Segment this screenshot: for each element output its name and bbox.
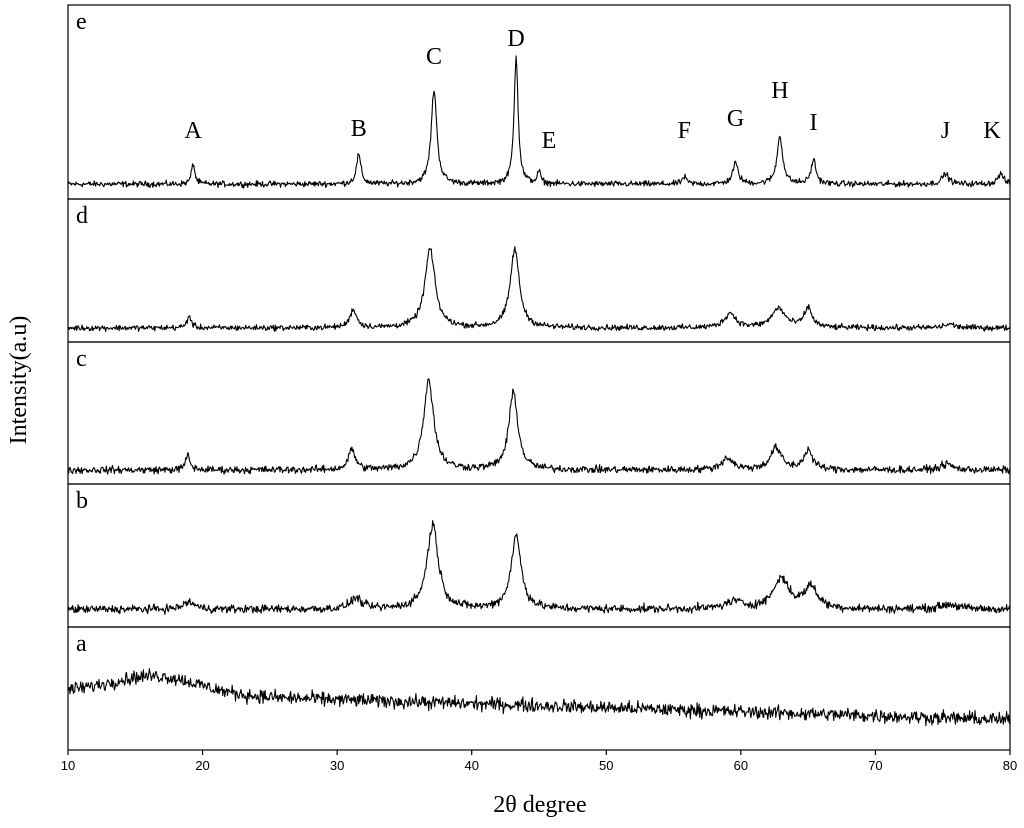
series-line-d	[67, 246, 1011, 333]
x-tick-label-10: 10	[61, 758, 75, 773]
panel-label-a: a	[76, 631, 87, 657]
peak-label-H: H	[771, 78, 788, 104]
panel-b: b	[67, 483, 1011, 628]
x-axis-title: 2θ degree	[493, 792, 586, 818]
x-tick-label-30: 30	[330, 758, 344, 773]
peak-label-A: A	[185, 118, 203, 144]
peak-labels: A B C D E F G HI J K	[185, 26, 1002, 154]
peak-label-K: K	[983, 118, 1001, 144]
series-line-a	[67, 668, 1011, 727]
panel-label-c: c	[76, 346, 87, 372]
panel-a: a	[67, 626, 1011, 751]
peak-label-C: C	[426, 44, 442, 70]
peak-label-D: D	[507, 26, 524, 52]
peak-label-B: B	[351, 116, 367, 142]
peak-label-J: J	[941, 118, 950, 144]
series-line-c	[67, 378, 1010, 475]
panel-label-e: e	[76, 9, 87, 35]
chart-panels: e d c b a	[67, 4, 1011, 751]
panel-e: e	[67, 4, 1011, 200]
peak-label-G: G	[727, 106, 744, 132]
x-tick-label-40: 40	[464, 758, 478, 773]
x-tick-label-60: 60	[734, 758, 748, 773]
panel-frame-c	[67, 341, 1011, 485]
panel-label-b: b	[76, 488, 88, 514]
x-tick-label-80: 80	[1003, 758, 1017, 773]
x-axis: 10 20 30 40 50 60 70 80	[61, 750, 1017, 773]
series-line-b	[67, 520, 1011, 615]
panel-frame-a	[67, 626, 1011, 751]
panel-frame-b	[67, 483, 1011, 628]
y-axis-title: Intensity(a.u)	[6, 316, 32, 445]
peak-label-I: I	[810, 110, 818, 136]
series-line-e	[67, 55, 1011, 189]
x-tick-label-50: 50	[599, 758, 613, 773]
peak-label-F: F	[678, 118, 691, 144]
panel-label-d: d	[76, 203, 88, 229]
peak-label-E: E	[542, 128, 557, 154]
x-tick-label-20: 20	[195, 758, 209, 773]
x-tick-label-70: 70	[868, 758, 882, 773]
panel-c: c	[67, 341, 1011, 485]
panel-frame-d	[67, 198, 1011, 343]
panel-d: d	[67, 198, 1011, 343]
